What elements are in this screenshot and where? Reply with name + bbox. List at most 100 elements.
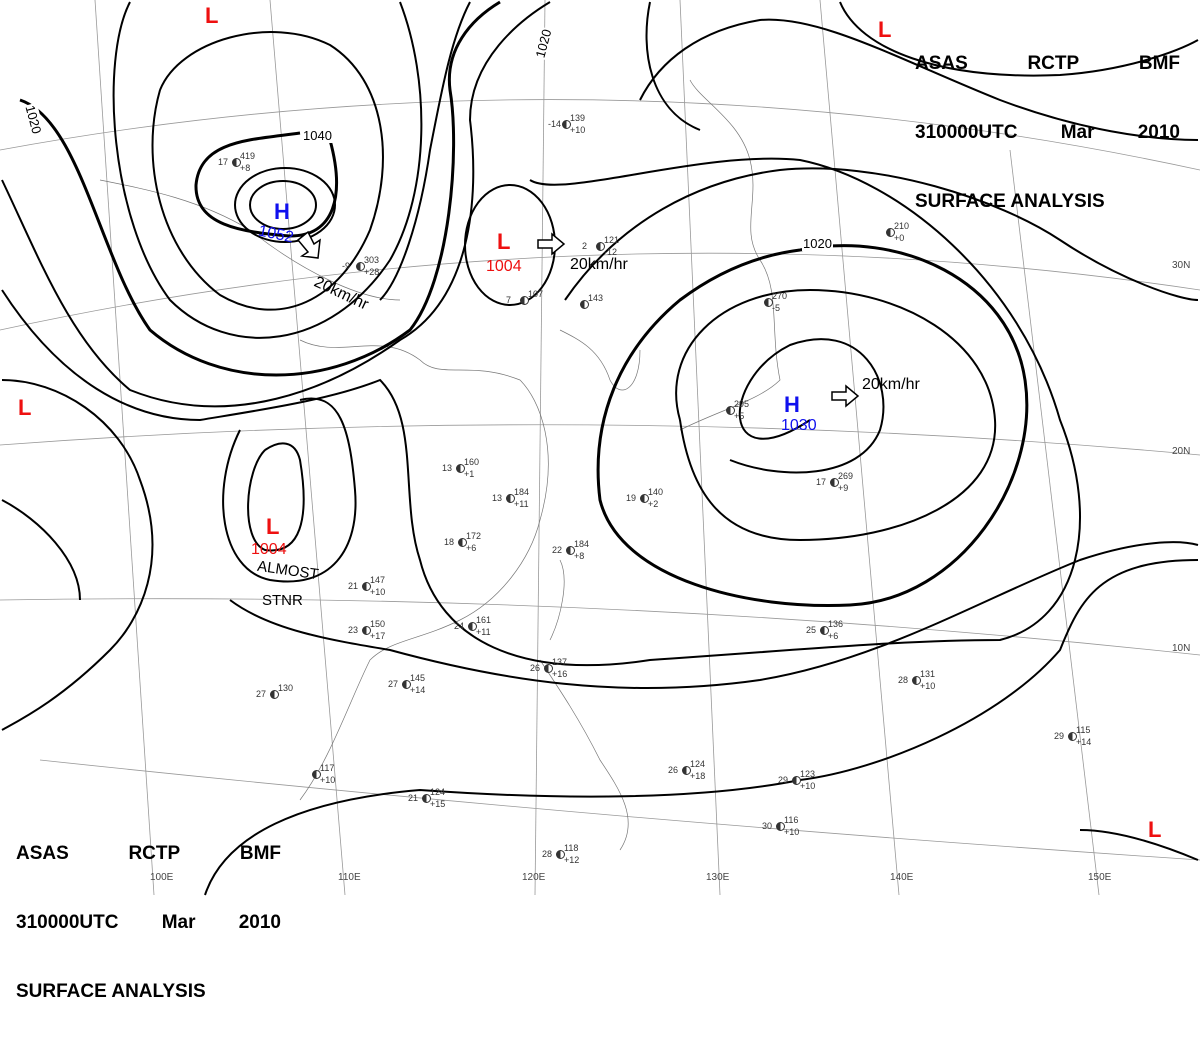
isobars — [1, 0, 1199, 896]
latitude-line — [39, 759, 1200, 861]
station-circle-icon — [362, 626, 371, 635]
station-pressure: 130 — [278, 683, 294, 693]
station-temperature: 26 — [668, 765, 679, 775]
station-tendency: -12 — [604, 247, 618, 257]
station-circle-icon — [232, 158, 241, 167]
station-plot: 143 — [580, 294, 603, 309]
station-plot: 26 124 +18 — [668, 760, 705, 781]
longitude-line — [269, 0, 346, 896]
station-tendency: +2 — [648, 499, 659, 509]
station-tendency: +18 — [690, 771, 706, 781]
title-text: SURFACE ANALYSIS — [16, 981, 206, 1002]
station-pressure: 139 — [570, 113, 586, 123]
station-pressure: 136 — [828, 619, 844, 629]
station-plot: 24 161 +11 — [454, 616, 491, 637]
station-temperature: 18 — [444, 537, 455, 547]
title-text: 2010 — [238, 912, 281, 933]
station-tendency: +5 — [734, 411, 745, 421]
station-plot: 13 160 +1 — [442, 458, 479, 479]
low-pressure-marker: L — [205, 3, 219, 28]
station-circle-icon — [566, 546, 575, 555]
header-title: ASAS RCTP BMF 310000UTC Mar 2010 SURFACE ANA… — [915, 6, 1180, 259]
station-plot: -14 139 +10 — [548, 114, 585, 135]
station-temperature: 28 — [542, 849, 553, 859]
station-temperature: 29 — [778, 775, 789, 785]
station-pressure: 118 — [564, 843, 579, 853]
station-pressure: 184 — [514, 487, 530, 497]
station-plot: 22 184 +8 — [552, 540, 589, 561]
station-plot: 295 +5 — [726, 400, 749, 421]
station-circle-icon — [458, 538, 467, 547]
station-pressure: 172 — [466, 531, 482, 541]
latitude-line — [0, 99, 1200, 171]
station-pressure: 150 — [370, 619, 386, 629]
station-pressure: 160 — [464, 457, 480, 467]
low-pressure-marker: L — [266, 514, 280, 539]
station-pressure: 303 — [364, 255, 380, 265]
station-circle-icon — [356, 262, 365, 271]
station-pressure: 131 — [920, 669, 936, 679]
station-plot: 7 107 — [506, 290, 543, 305]
station-plot: 21 124 +15 — [408, 788, 445, 809]
low-pressure-value: 1004 — [486, 258, 522, 275]
latitude-label: 10N — [1172, 643, 1191, 654]
low-pressure-marker: L — [18, 395, 32, 420]
high-pressure-marker: H — [784, 392, 800, 417]
station-plot: 27 130 — [256, 684, 293, 699]
low-pressure-marker: L — [497, 229, 511, 254]
station-pressure: 269 — [838, 471, 854, 481]
station-pressure: 124 — [690, 759, 706, 769]
title-text: 2010 — [1137, 122, 1180, 143]
station-tendency: +11 — [514, 499, 529, 509]
station-circle-icon — [820, 626, 829, 635]
station-plot: 25 136 +6 — [806, 620, 843, 641]
motion-arrow-icon — [537, 232, 566, 256]
station-plot: 18 172 +6 — [444, 532, 481, 553]
station-temperature: 13 — [442, 463, 453, 473]
station-plot: 23 150 +17 — [348, 620, 385, 641]
weather-map: ASAS RCTP BMF 310000UTC Mar 2010 SURFACE ANA… — [0, 0, 1200, 1002]
station-temperature: 7 — [506, 295, 512, 305]
title-text: RCTP — [128, 843, 181, 864]
station-tendency: +8 — [574, 551, 585, 561]
station-temperature: 19 — [626, 493, 637, 503]
station-pressure: 143 — [588, 293, 604, 303]
station-circle-icon — [682, 766, 691, 775]
station-pressure: 295 — [734, 399, 750, 409]
station-circle-icon — [562, 120, 571, 129]
station-pressure: 121 — [604, 235, 620, 245]
station-tendency: +10 — [370, 587, 386, 597]
station-pressure: 116 — [784, 815, 799, 825]
station-circle-icon — [830, 478, 839, 487]
station-plot: 28 118 +12 — [542, 844, 579, 865]
station-tendency: +10 — [920, 681, 936, 691]
station-plot: 21 147 +10 — [348, 576, 385, 597]
station-tendency: +28 — [364, 267, 380, 277]
station-plot: -9 303 +28 — [342, 256, 379, 277]
station-plot: 28 131 +10 — [898, 670, 935, 691]
station-pressure: 107 — [528, 289, 544, 299]
station-circle-icon — [402, 680, 411, 689]
station-temperature: 21 — [408, 793, 419, 803]
station-tendency: +10 — [320, 775, 336, 785]
station-pressure: 137 — [552, 657, 568, 667]
station-circle-icon — [580, 300, 589, 309]
footer-title: ASAS RCTP BMF 310000UTC Mar 2010 SURFACE ANA… — [16, 796, 281, 1049]
station-pressure: 270 — [772, 291, 788, 301]
station-circle-icon — [726, 406, 735, 415]
station-tendency: +8 — [240, 163, 251, 173]
station-temperature: -9 — [342, 261, 351, 271]
station-temperature: 23 — [348, 625, 359, 635]
station-tendency: +0 — [894, 233, 905, 243]
station-circle-icon — [792, 776, 801, 785]
low-pressure-value: 1004 — [251, 541, 287, 558]
station-plot: 17 269 +9 — [816, 472, 853, 493]
longitude-label: 140E — [890, 872, 914, 883]
station-circle-icon — [556, 850, 565, 859]
title-text: 310000UTC — [16, 912, 119, 933]
station-pressure: 115 — [1076, 725, 1091, 735]
station-pressure: 147 — [370, 575, 386, 585]
station-plot: 13 184 +11 — [492, 488, 529, 509]
station-pressure: 419 — [240, 151, 256, 161]
station-temperature: 2 — [582, 241, 588, 251]
